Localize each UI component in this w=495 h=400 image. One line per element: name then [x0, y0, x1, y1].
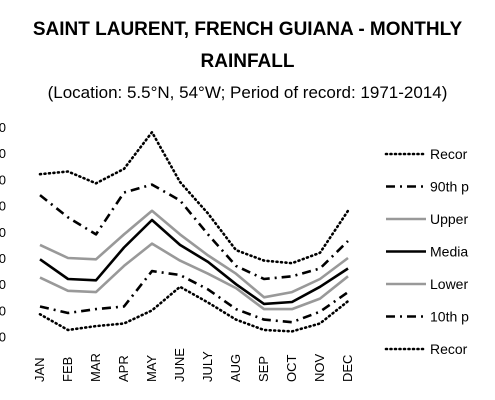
- series-line-4: [39, 218, 349, 306]
- legend-label: Media: [430, 244, 468, 260]
- y-tick-label: 0: [0, 303, 6, 318]
- chart-subtitle: (Location: 5.5°N, 54°W; Period of record…: [47, 83, 448, 102]
- y-tick-label: 0: [0, 225, 6, 240]
- x-tick-label: JUNE: [172, 348, 187, 382]
- legend-label: 10th p: [430, 309, 469, 325]
- x-tick-label: JAN: [32, 357, 47, 382]
- chart-title-line2: RAINFALL: [200, 51, 295, 72]
- x-tick-label: MAY: [144, 354, 159, 382]
- legend-label: 90th p: [430, 179, 469, 195]
- legend-label: Recor: [430, 146, 468, 162]
- chart-title-line1: SAINT LAURENT, FRENCH GUIANA - MONTHLY: [32, 19, 463, 40]
- x-tick-label: APR: [116, 355, 131, 382]
- y-tick-label: 0: [0, 146, 6, 161]
- legend-label: Recor: [430, 341, 468, 357]
- legend-label: Lower: [430, 276, 468, 292]
- y-tick-label: 0: [0, 330, 6, 345]
- legend-label: Upper: [430, 211, 468, 227]
- x-tick-label: NOV: [312, 354, 327, 383]
- x-tick-label: AUG: [228, 354, 243, 382]
- series-line-1: [38, 130, 350, 265]
- series-line-3: [39, 209, 349, 299]
- series-line-7: [38, 285, 350, 333]
- y-tick-label: 0: [0, 277, 6, 292]
- series-line-6: [39, 269, 349, 324]
- y-tick-label: 0: [0, 120, 6, 135]
- series-line-2: [39, 183, 349, 281]
- x-tick-label: DEC: [340, 355, 355, 382]
- y-tick-label: 0: [0, 199, 6, 214]
- y-tick-label: 0: [0, 251, 6, 266]
- y-tick-label: 0: [0, 172, 6, 187]
- x-tick-label: JULY: [200, 351, 215, 382]
- x-tick-label: FEB: [60, 357, 75, 382]
- x-tick-label: OCT: [284, 355, 299, 383]
- series-line-5: [39, 242, 349, 311]
- x-tick-label: MAR: [88, 353, 103, 382]
- x-tick-label: SEP: [256, 356, 271, 382]
